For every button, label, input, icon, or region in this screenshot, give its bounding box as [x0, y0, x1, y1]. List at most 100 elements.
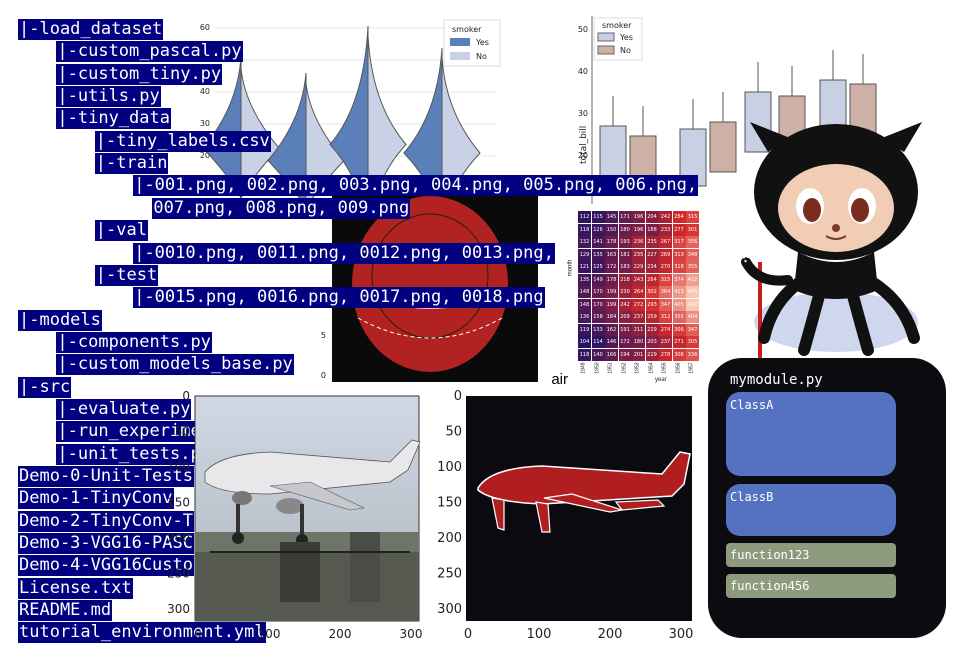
box-y-tick: 20	[578, 151, 588, 160]
heatmap-cell: 209	[618, 311, 632, 323]
octocat-logo	[741, 122, 922, 362]
heatmap-cell: 104	[578, 336, 591, 348]
file-tree-line: 007.png, 008.png, 009.png	[152, 197, 411, 219]
heatmap-cell: 204	[645, 211, 659, 223]
mask-y-tick: 0	[454, 389, 462, 404]
heatmap-cell: 170	[591, 286, 605, 298]
violin-y-tick: 60	[200, 23, 210, 32]
heatmap-cell: 318	[672, 261, 686, 273]
heatmap-cell: 150	[605, 223, 618, 236]
heatmap-year-label: 1949	[580, 362, 587, 374]
heatmap-cell: 172	[618, 336, 632, 348]
heatmap-cell: 302	[645, 286, 659, 298]
heatmap-ylabel: month	[567, 259, 574, 277]
box-legend-no: No	[620, 46, 631, 55]
violin-legend-swatch-yes	[450, 38, 470, 46]
file-tree-line: |-0010.png, 0011.png, 0012.png, 0013.png…	[133, 242, 555, 264]
file-tree-line: |-train	[94, 153, 169, 175]
file-tree-line: |-custom_models_base.py	[56, 354, 294, 376]
file-tree-line: Demo-4-VGG16Custo	[18, 555, 194, 577]
heatmap-cell: 348	[686, 248, 699, 261]
heatmap-cell: 312	[659, 311, 672, 323]
heatmap-cell: 196	[632, 211, 645, 223]
heatmap-cell: 132	[578, 236, 591, 248]
photo-y-tick: 300	[167, 602, 190, 616]
file-tree-line: tutorial_environment.yml	[18, 622, 266, 644]
heatmap-cell: 166	[605, 348, 618, 361]
file-tree-line: Demo-1-TinyConv	[18, 488, 174, 510]
heatmap-cell: 145	[605, 211, 618, 223]
heatmap-year-label: 1955	[661, 362, 668, 374]
heatmap-cell: 170	[591, 298, 605, 311]
heatmap-cell: 118	[578, 348, 591, 361]
file-tree-line: |-custom_pascal.py	[56, 41, 243, 63]
heatmap-year-label: 1956	[675, 362, 682, 374]
heatmap-cell: 218	[618, 273, 632, 286]
heatmap-cell: 374	[672, 273, 686, 286]
heatmap-cell: 183	[618, 261, 632, 273]
box-y-ticks: 50 40 30 20	[578, 25, 588, 160]
mask-x-tick: 200	[598, 627, 623, 642]
heatmap-cell: 347	[659, 298, 672, 311]
violin-y-tick: 30	[200, 119, 210, 128]
heatmap-cell: 259	[645, 311, 659, 323]
heatmap-cell: 313	[672, 248, 686, 261]
heatmap-cell: 136	[578, 311, 591, 323]
heatmap-year-label: 1953	[634, 362, 641, 374]
scan-y-tick: 5	[321, 331, 326, 340]
heatmap-cell: 112	[578, 211, 591, 223]
file-tree-line: |-components.py	[56, 331, 212, 353]
heatmap-cell: 184	[605, 311, 618, 323]
mask-y-ticks: 0 50 100 150 200 250 300	[437, 389, 462, 617]
heatmap-cell: 293	[645, 298, 659, 311]
heatmap-cell: 235	[632, 248, 645, 261]
box-legend: smoker Yes No	[593, 17, 643, 61]
heatmap-cell: 306	[672, 348, 686, 361]
mask-y-tick: 150	[437, 496, 462, 511]
heatmap-cell: 115	[591, 211, 605, 223]
heatmap-cell: 269	[659, 248, 672, 261]
file-tree-line: |-custom_tiny.py	[56, 63, 223, 85]
violin-y-tick: 20	[200, 151, 210, 160]
file-tree-line: |-val	[94, 220, 148, 242]
box-yes	[599, 125, 627, 185]
photo-y-tick: 100	[167, 460, 190, 474]
file-tree-line: |-models	[18, 309, 102, 331]
heatmap-cell: 129	[578, 248, 591, 261]
heatmap-cell: 235	[645, 236, 659, 248]
violin-legend-swatch-no	[450, 52, 470, 60]
heatmap-year-label: 1950	[594, 362, 601, 374]
heatmap-cell: 270	[659, 261, 672, 273]
heatmap-cell: 163	[605, 248, 618, 261]
heatmap-cell: 135	[591, 248, 605, 261]
file-tree-line: |-tiny_data	[56, 108, 171, 130]
heatmap-cell: 356	[686, 236, 699, 248]
mask-y-tick: 100	[437, 460, 462, 475]
file-tree-line: License.txt	[18, 577, 133, 599]
file-tree-line: |-tiny_labels.csv	[94, 130, 271, 152]
heatmap-cell: 229	[645, 323, 659, 336]
heatmap-year-label: 1954	[648, 362, 655, 374]
mask-y-tick: 200	[437, 531, 462, 546]
scan-y-tick: 0	[321, 371, 326, 380]
heatmap-cell: 404	[686, 311, 699, 323]
heatmap-cell: 405	[672, 298, 686, 311]
photo-y-ticks: 0 50 100 150 200 250 300	[167, 389, 190, 616]
heatmap-year-label: 1952	[621, 362, 628, 374]
heatmap-cell: 193	[618, 236, 632, 248]
heatmap-cell: 188	[645, 223, 659, 236]
mask-x-tick: 300	[669, 627, 694, 642]
heatmap-cell: 180	[632, 336, 645, 348]
heatmap-cell: 227	[645, 248, 659, 261]
mask-x-ticks: 0 100 200 300	[464, 627, 694, 642]
photo-x-tick: 100	[258, 627, 281, 641]
heatmap-cell: 171	[618, 211, 632, 223]
heatmap-cell: 306	[672, 323, 686, 336]
file-tree-line: |-001.png, 002.png, 003.png, 004.png, 00…	[133, 175, 699, 197]
heatmap-xlabel: year	[655, 377, 667, 383]
heatmap-cell: 274	[659, 323, 672, 336]
heatmap-cell: 336	[686, 348, 699, 361]
heatmap-cell: 180	[618, 223, 632, 236]
file-tree-line: Demo-0-Unit-Tests	[18, 466, 194, 487]
photo-x-ticks: 0 100 200 300	[194, 627, 422, 641]
